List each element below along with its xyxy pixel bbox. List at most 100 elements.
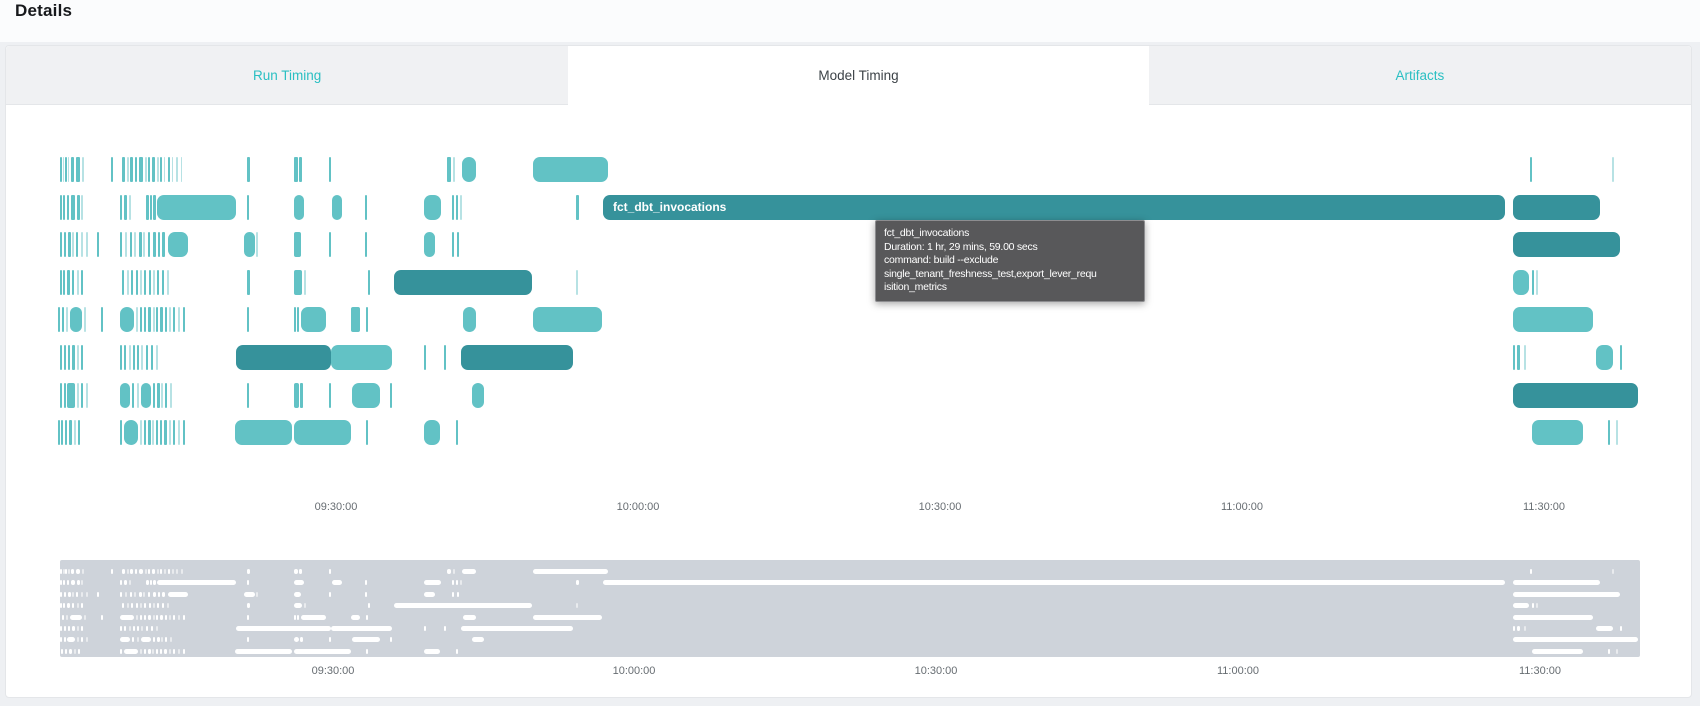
gantt-bar[interactable] (137, 345, 139, 370)
gantt-bar[interactable] (452, 195, 454, 220)
gantt-bar[interactable] (58, 307, 60, 332)
gantt-bar[interactable] (131, 270, 133, 295)
gantt-bar[interactable] (424, 420, 440, 445)
gantt-bar[interactable] (352, 383, 380, 408)
gantt-bar[interactable] (76, 157, 80, 182)
gantt-bar[interactable] (1513, 270, 1529, 295)
gantt-bar[interactable] (1513, 232, 1620, 257)
gantt-bar[interactable] (164, 157, 165, 182)
gantt-bar[interactable] (140, 270, 142, 295)
gantt-bar[interactable] (165, 383, 167, 408)
gantt-bar[interactable] (137, 383, 139, 408)
gantt-bar[interactable] (329, 157, 331, 182)
gantt-bar[interactable] (72, 270, 74, 295)
gantt-bar[interactable] (61, 420, 63, 445)
gantt-bar[interactable] (77, 270, 79, 295)
gantt-bar[interactable] (156, 307, 158, 332)
gantt-bar[interactable] (424, 195, 441, 220)
gantt-bar[interactable] (120, 232, 122, 257)
gantt-bar[interactable] (173, 420, 175, 445)
tab-run-timing[interactable]: Run Timing (6, 46, 569, 105)
gantt-bar[interactable] (178, 420, 180, 445)
gantt-bar[interactable] (62, 307, 64, 332)
gantt-bar[interactable] (67, 270, 70, 295)
gantt-bar[interactable] (140, 307, 142, 332)
gantt-bar[interactable] (132, 383, 134, 408)
gantt-bar[interactable] (153, 232, 156, 257)
gantt-bar[interactable] (157, 195, 236, 220)
gantt-bar[interactable] (150, 195, 152, 220)
gantt-bar[interactable] (135, 157, 137, 182)
gantt-bar[interactable] (172, 157, 173, 182)
gantt-bar[interactable] (129, 195, 131, 220)
gantt-bar[interactable] (456, 420, 458, 445)
gantt-bar[interactable] (1612, 157, 1614, 182)
gantt-bar[interactable] (332, 195, 342, 220)
gantt-bar[interactable] (122, 270, 124, 295)
gantt-bar[interactable] (178, 307, 180, 332)
gantt-bar[interactable] (82, 157, 84, 182)
gantt-bar[interactable] (1513, 345, 1515, 370)
gantt-bar[interactable] (148, 232, 150, 257)
gantt-bar[interactable] (236, 345, 331, 370)
gantt-bar[interactable] (81, 270, 83, 295)
gantt-bar[interactable] (67, 383, 75, 408)
gantt-bar[interactable] (141, 383, 151, 408)
gantt-bar[interactable] (143, 232, 145, 257)
gantt-bar[interactable] (120, 345, 122, 370)
gantt-bar[interactable] (153, 307, 155, 332)
gantt-bar[interactable] (331, 345, 392, 370)
gantt-bar[interactable] (139, 157, 143, 182)
gantt-bar[interactable] (576, 195, 579, 220)
gantt-bar[interactable] (294, 157, 298, 182)
gantt-bar[interactable] (153, 383, 155, 408)
gantt-bar[interactable] (74, 420, 76, 445)
gantt-bar[interactable] (68, 232, 71, 257)
gantt-bar[interactable] (247, 307, 249, 332)
gantt-bar[interactable] (153, 270, 155, 295)
gantt-bar[interactable] (457, 232, 459, 257)
gantt-bar[interactable] (134, 232, 136, 257)
gantt-bar[interactable] (60, 345, 62, 370)
gantt-bar[interactable] (1513, 383, 1638, 408)
gantt-bar[interactable] (294, 307, 296, 332)
gantt-bar[interactable] (127, 157, 129, 182)
gantt-bar[interactable] (1517, 345, 1520, 370)
gantt-bar[interactable] (294, 270, 302, 295)
gantt-bar[interactable] (141, 345, 143, 370)
gantt-bar[interactable] (81, 383, 83, 408)
gantt-bar[interactable] (1524, 345, 1526, 370)
gantt-bar[interactable] (452, 232, 454, 257)
gantt-bar[interactable] (144, 420, 146, 445)
gantt-bar[interactable] (139, 232, 142, 257)
gantt-bar[interactable] (1532, 270, 1534, 295)
gantt-bar[interactable] (70, 307, 82, 332)
gantt-bar[interactable] (472, 383, 484, 408)
gantt-bar[interactable] (146, 195, 149, 220)
gantt-bar[interactable] (164, 420, 167, 445)
gantt-bar[interactable] (157, 270, 159, 295)
gantt-bar[interactable] (66, 307, 68, 332)
gantt-bar[interactable] (168, 232, 188, 257)
gantt-bar[interactable] (111, 157, 113, 182)
gantt-bar[interactable] (72, 345, 75, 370)
gantt-bar[interactable] (77, 383, 79, 408)
gantt-bar[interactable] (68, 345, 70, 370)
gantt-bar[interactable] (167, 270, 169, 295)
gantt-bar[interactable] (533, 157, 608, 182)
gantt-bar[interactable] (156, 420, 158, 445)
minimap-brush[interactable] (60, 560, 1640, 657)
gantt-bar[interactable] (390, 383, 392, 408)
gantt-bar[interactable] (463, 307, 476, 332)
gantt-bar[interactable] (60, 383, 62, 408)
gantt-bar[interactable] (157, 157, 159, 182)
gantt-bar[interactable] (173, 307, 175, 332)
gantt-bar[interactable] (247, 383, 249, 408)
gantt-bar[interactable] (158, 232, 160, 257)
gantt-bar[interactable] (444, 345, 446, 370)
gantt-bar[interactable] (176, 157, 178, 182)
gantt-bar[interactable] (84, 307, 86, 332)
gantt-bar[interactable] (120, 195, 122, 220)
gantt-bar[interactable] (76, 232, 78, 257)
gantt-bar[interactable] (64, 345, 66, 370)
